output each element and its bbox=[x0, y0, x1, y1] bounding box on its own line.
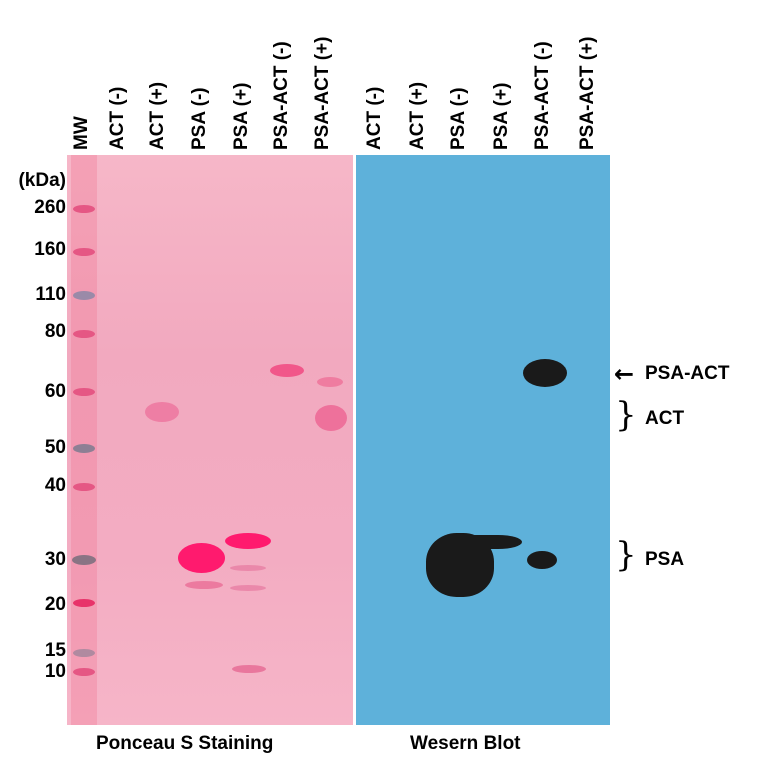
western-band-psa-pos bbox=[474, 535, 522, 549]
ladder-band-50 bbox=[73, 444, 95, 453]
brace-icon-act: } bbox=[615, 395, 637, 435]
ponceau-band-psa-pos bbox=[225, 533, 271, 549]
psa-act-arrow-icon: ← bbox=[614, 360, 635, 388]
ponceau-band-psa-neg-lower bbox=[185, 581, 223, 589]
ponceau-band-psa-act-neg bbox=[270, 364, 304, 377]
western-band-psa-act bbox=[523, 359, 567, 387]
lane-header-ponceau-act-neg: ACT (-) bbox=[107, 86, 128, 150]
lane-header-ponceau-psa-act-neg: PSA-ACT (-) bbox=[271, 41, 292, 150]
mw-label-40: 40 bbox=[44, 475, 66, 496]
mw-unit-label: (kDa) bbox=[18, 170, 66, 191]
lane-header-western-psa-act-neg: PSA-ACT (-) bbox=[532, 41, 553, 150]
mw-label-110: 110 bbox=[35, 284, 66, 305]
ponceau-band-psa-pos-ladder bbox=[230, 565, 266, 571]
ladder-band-60 bbox=[73, 388, 95, 396]
mw-label-15: 15 bbox=[44, 640, 66, 661]
mw-ladder-lane bbox=[71, 155, 97, 725]
brace-icon-psa: } bbox=[615, 535, 637, 575]
lane-header-western-act-neg: ACT (-) bbox=[364, 86, 385, 150]
footer-western: Wesern Blot bbox=[410, 733, 521, 754]
lane-header-western-psa-act-pos: PSA-ACT (+) bbox=[577, 36, 598, 150]
western-blot-film bbox=[356, 155, 610, 725]
ponceau-band-psa-pos-ladder-2 bbox=[230, 585, 266, 591]
ponceau-band-act-pos bbox=[145, 402, 179, 422]
annotation-psa-act: PSA-ACT bbox=[645, 363, 730, 384]
mw-label-30: 30 bbox=[44, 549, 66, 570]
lane-header-ponceau-act-pos: ACT (+) bbox=[147, 81, 168, 150]
mw-label-20: 20 bbox=[44, 594, 66, 615]
ladder-band-110 bbox=[73, 291, 95, 300]
ladder-band-20 bbox=[73, 599, 95, 607]
mw-label-50: 50 bbox=[44, 437, 66, 458]
lane-header-western-act-pos: ACT (+) bbox=[407, 81, 428, 150]
mw-label-10: 10 bbox=[44, 661, 66, 682]
mw-label-260: 260 bbox=[34, 197, 66, 218]
ladder-band-160 bbox=[73, 248, 95, 256]
ladder-band-260 bbox=[73, 205, 95, 213]
ladder-band-80 bbox=[73, 330, 95, 338]
ponceau-band-psa-neg bbox=[178, 543, 225, 573]
lane-header-western-psa-pos: PSA (+) bbox=[491, 82, 512, 150]
mw-label-160: 160 bbox=[34, 239, 66, 260]
western-band-psa-act-psa bbox=[527, 551, 557, 569]
ladder-band-15 bbox=[73, 649, 95, 657]
footer-ponceau: Ponceau S Staining bbox=[96, 733, 274, 754]
ponceau-membrane bbox=[67, 155, 353, 725]
mw-label-60: 60 bbox=[44, 381, 66, 402]
ladder-band-10 bbox=[73, 668, 95, 676]
annotation-psa: PSA bbox=[645, 549, 685, 570]
ponceau-band-psa-pos-low bbox=[232, 665, 266, 673]
ponceau-band-psa-act-pos-upper bbox=[317, 377, 343, 387]
lane-header-ponceau-psa-neg: PSA (-) bbox=[189, 87, 210, 150]
mw-label-80: 80 bbox=[44, 321, 66, 342]
lane-header-western-psa-neg: PSA (-) bbox=[448, 87, 469, 150]
ladder-band-40 bbox=[73, 483, 95, 491]
lane-header-ponceau-psa-pos: PSA (+) bbox=[231, 82, 252, 150]
ponceau-band-psa-act-pos bbox=[315, 405, 347, 431]
annotation-act: ACT bbox=[645, 408, 685, 429]
lane-header-mw: MW bbox=[71, 116, 92, 150]
ladder-band-30 bbox=[72, 555, 96, 565]
lane-header-ponceau-psa-act-pos: PSA-ACT (+) bbox=[312, 36, 333, 150]
